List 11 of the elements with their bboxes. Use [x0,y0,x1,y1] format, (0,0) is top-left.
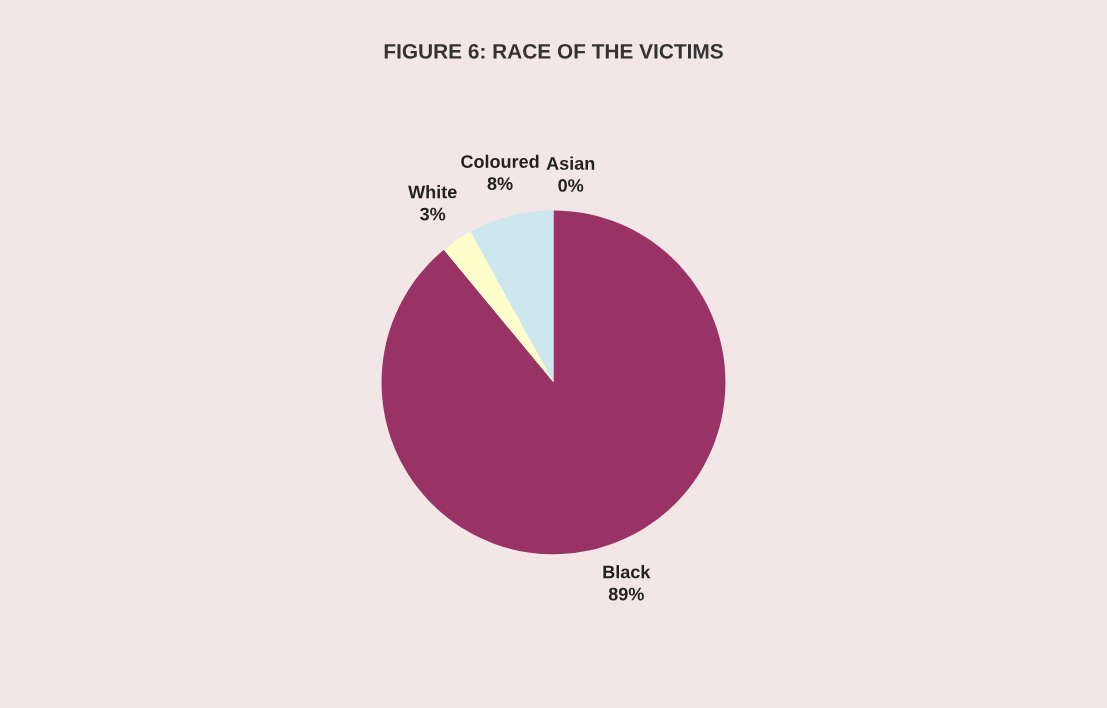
slice-label: Coloured [461,154,539,168]
slice-label: Black [603,565,651,579]
data-label: 8% [487,177,513,191]
pie-slice [470,210,554,383]
category-label: Asian [546,156,595,170]
data-label: 89% [608,587,644,601]
data-label: 3% [420,207,446,221]
pie-slice [443,231,554,383]
chart-title: FIGURE 6: RACE OF THE VICTIMS [384,43,723,59]
slice-label: White [408,185,457,199]
text: 0% [558,179,584,192]
